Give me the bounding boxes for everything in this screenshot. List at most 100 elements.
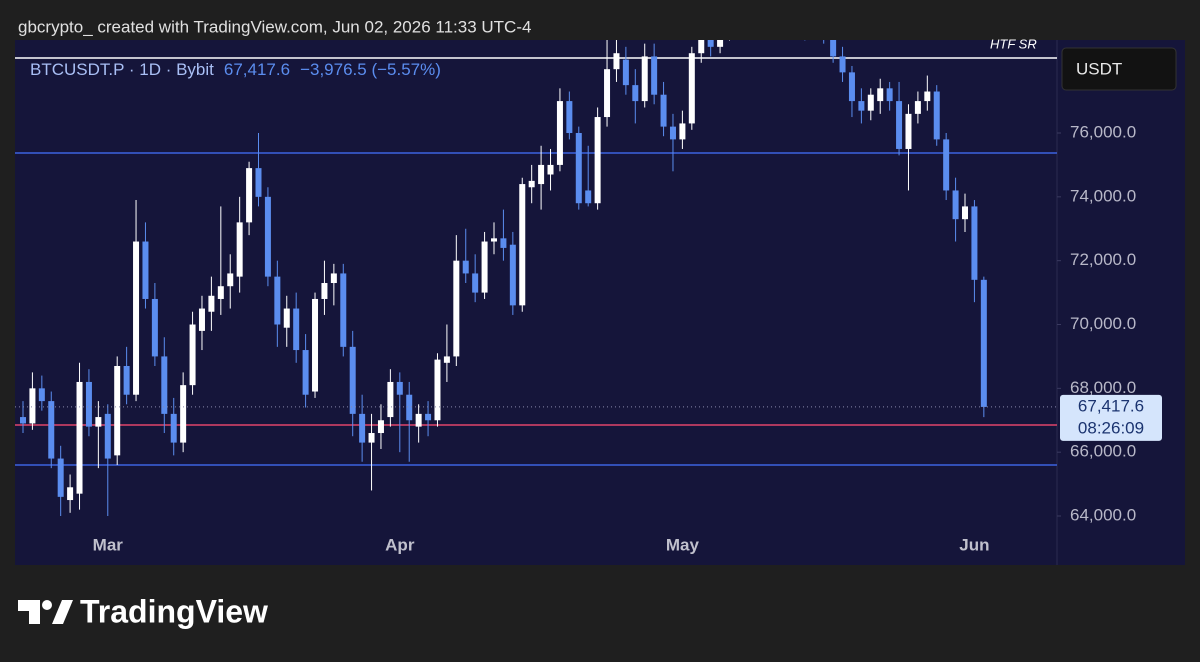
candle-body <box>255 168 262 197</box>
candle-body <box>613 53 620 70</box>
candle-body <box>538 164 545 185</box>
candle-body <box>104 413 111 459</box>
candle-body <box>500 238 507 248</box>
y-tick-label: 72,000.0 <box>1070 250 1136 269</box>
logo: TradingView <box>18 593 268 629</box>
candle-body <box>462 260 469 274</box>
candle-body <box>896 101 903 149</box>
y-tick-label: 66,000.0 <box>1070 442 1136 461</box>
candle-body <box>962 206 968 220</box>
candle-body <box>85 381 92 427</box>
candle-body <box>971 206 978 280</box>
candle-body <box>189 324 196 386</box>
candle-body <box>198 308 205 331</box>
candle-body <box>236 222 243 277</box>
candle-body <box>142 241 149 299</box>
candle-body <box>830 40 837 57</box>
candle-body <box>443 356 450 363</box>
candle-body <box>707 40 714 47</box>
candle-body <box>717 40 724 47</box>
candle-body <box>867 94 874 111</box>
candle-body <box>29 388 36 424</box>
countdown: 08:26:09 <box>1078 418 1144 437</box>
candle-body <box>651 56 658 95</box>
candle-body <box>123 365 130 395</box>
candle-body <box>519 184 526 306</box>
candle-body <box>227 273 234 287</box>
candle-body <box>20 417 26 424</box>
candle-body <box>321 283 328 299</box>
legend: BTCUSDT.P · 1D · Bybit 67,417.6 −3,976.5 (… <box>30 60 441 79</box>
candle-body <box>585 190 592 204</box>
candle-body <box>349 346 356 414</box>
candle-body <box>48 401 55 459</box>
logo-icon <box>18 600 40 624</box>
y-tick-label: 74,000.0 <box>1070 186 1136 205</box>
last-price-label: 67,417.6 <box>1078 396 1144 415</box>
candle-body <box>76 381 83 494</box>
currency-label: USDT <box>1076 59 1122 78</box>
candle-body <box>472 273 479 293</box>
candle-body <box>952 190 959 220</box>
candle-body <box>180 385 187 443</box>
candle-body <box>547 164 554 175</box>
candle-body <box>933 91 940 140</box>
candle-body <box>914 101 921 114</box>
candle-body <box>679 123 686 140</box>
candle-body <box>839 56 846 73</box>
logo-icon <box>52 600 73 624</box>
candle-body <box>114 365 121 456</box>
last-price-box <box>1060 394 1162 441</box>
candle-body <box>924 91 931 102</box>
candle-body <box>396 381 403 395</box>
candle-body <box>246 168 253 223</box>
candle-body <box>886 88 893 102</box>
candle-body <box>133 241 140 395</box>
candle-body <box>528 180 535 188</box>
x-tick-label: May <box>666 535 700 554</box>
candle-body <box>453 260 460 357</box>
currency-box <box>1061 47 1177 91</box>
candle-body <box>660 94 667 127</box>
candle-body <box>425 413 432 421</box>
candle-body <box>566 101 573 134</box>
plot-area <box>15 40 1057 517</box>
candle-body <box>669 126 676 140</box>
candle-body <box>368 433 375 443</box>
candle-body <box>57 458 64 497</box>
candle-body <box>848 72 855 102</box>
candle-body <box>264 196 271 277</box>
candle-body <box>698 40 705 54</box>
y-tick-label: 76,000.0 <box>1070 122 1136 141</box>
candle-body <box>481 241 488 293</box>
legend-price: 67,417.6 <box>224 60 290 79</box>
candle-body <box>340 273 347 347</box>
level-label: HTF SR <box>990 36 1037 51</box>
logo-icon <box>42 600 52 610</box>
candle-body <box>980 279 987 407</box>
candle-body <box>641 56 648 102</box>
candle-body <box>387 381 394 418</box>
candle-body <box>170 413 177 443</box>
candle-body <box>688 53 695 124</box>
candle-body <box>943 139 950 191</box>
candle-body <box>556 101 563 165</box>
candle-body <box>302 350 309 395</box>
legend-symbol: BTCUSDT.P · 1D · Bybit <box>30 60 214 79</box>
y-tick-label: 70,000.0 <box>1070 314 1136 333</box>
y-tick-label: 68,000.0 <box>1070 378 1136 397</box>
candle-body <box>293 308 300 351</box>
x-tick-label: Mar <box>93 535 124 554</box>
x-tick-label: Jun <box>959 535 989 554</box>
candle-body <box>594 117 601 204</box>
candle-body <box>905 113 912 149</box>
candle-body <box>434 359 441 421</box>
x-tick-label: Apr <box>385 535 415 554</box>
candle-body <box>208 295 215 312</box>
candle-body <box>406 394 413 421</box>
candle-body <box>622 59 629 86</box>
candle-body <box>415 413 422 427</box>
candle-body <box>217 286 224 299</box>
candle-body <box>377 420 384 434</box>
candle-body <box>312 298 319 392</box>
